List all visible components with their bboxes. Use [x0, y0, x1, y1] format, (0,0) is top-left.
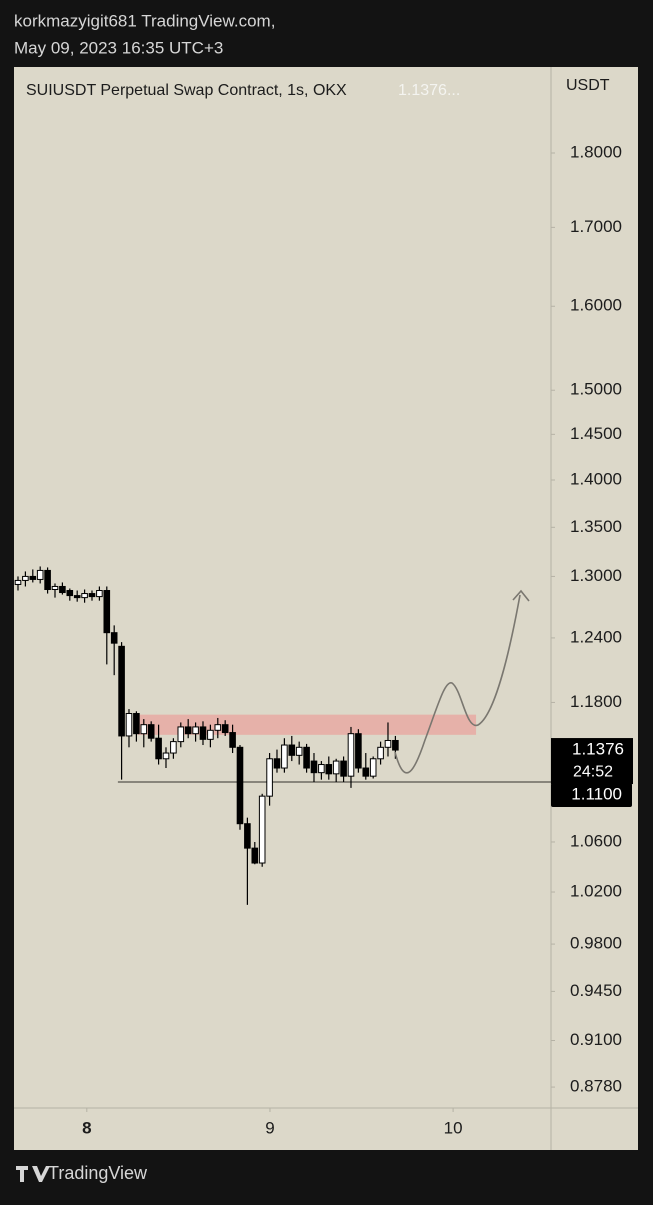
header-date: May 09, 2023 16:35 UTC+3	[14, 38, 223, 57]
candle-body	[162, 752, 170, 760]
candle-body	[110, 632, 118, 644]
candle-body	[29, 575, 37, 580]
y-tick-label: 1.7000	[570, 217, 622, 236]
brand-name: TradingView	[48, 1163, 148, 1183]
candle-body	[207, 729, 214, 740]
candle-body	[140, 724, 148, 735]
candle-body	[236, 746, 244, 825]
candle-body	[192, 726, 199, 735]
candle-body	[251, 847, 259, 864]
y-tick-label: 0.8780	[570, 1077, 622, 1096]
candle-body	[214, 724, 222, 731]
candle-body	[244, 823, 251, 849]
y-tick-label: 1.4000	[570, 469, 622, 488]
candle-body	[369, 758, 377, 777]
y-tick-label: 1.1800	[570, 692, 622, 711]
last-price-box	[551, 738, 633, 785]
candle-body	[199, 726, 207, 740]
legend-symbol: SUIUSDT Perpetual Swap Contract, 1s, OKX	[26, 82, 347, 99]
level-box	[551, 783, 632, 808]
candle-body	[273, 758, 281, 769]
candle-body	[36, 569, 44, 580]
candle-body	[103, 590, 111, 634]
candle-body	[177, 726, 185, 743]
y-tick-label: 1.4500	[570, 424, 622, 443]
y-tick-label: 1.3000	[570, 566, 622, 585]
y-tick-label: 1.8000	[570, 142, 622, 161]
last-price-label: 1.1376	[572, 740, 624, 759]
candle-body	[184, 726, 192, 735]
candle-body	[332, 760, 340, 775]
candle-body	[295, 746, 303, 756]
y-tick-label: 1.3500	[570, 517, 622, 536]
x-tick-label: 10	[444, 1118, 463, 1137]
candle-body	[355, 733, 362, 769]
candle-body	[221, 724, 229, 734]
candle-body	[22, 575, 29, 581]
candle-body	[377, 746, 384, 760]
candle-body	[340, 760, 347, 777]
candle-body	[288, 744, 296, 756]
axis-unit: USDT	[566, 77, 610, 94]
candle-body	[118, 645, 125, 737]
candle-body	[14, 579, 22, 585]
y-tick-label: 1.0200	[570, 882, 622, 901]
candle-body	[73, 595, 81, 599]
y-tick-label: 0.9450	[570, 981, 622, 1000]
candle-body	[303, 746, 310, 769]
candle-body	[81, 593, 88, 599]
drawn-arrow	[394, 594, 521, 774]
candle-body	[229, 732, 236, 748]
y-tick-label: 0.9800	[570, 934, 622, 953]
brand-logo	[16, 1166, 50, 1182]
y-tick-label: 1.0600	[570, 831, 622, 850]
x-tick-label: 9	[265, 1118, 274, 1137]
candle-body	[258, 795, 266, 864]
level-label: 1.1100	[571, 784, 622, 803]
candle-body	[325, 764, 333, 775]
legend-price: 1.1376...	[398, 82, 460, 99]
candle-body	[147, 724, 155, 739]
candle-body	[318, 764, 325, 774]
plot: 1.8000 1.7000 1.6000 1.5000 1.4500 1.4000 1.35…	[14, 142, 622, 1137]
chart-panel	[14, 67, 638, 1150]
candle-body	[125, 713, 133, 737]
candle-body	[88, 593, 96, 598]
candle-body	[51, 585, 59, 591]
candle-body	[281, 744, 288, 769]
x-tick-label: 8	[82, 1118, 91, 1137]
candle-body	[347, 733, 355, 777]
arrow-head	[512, 589, 530, 602]
candle-body	[266, 758, 273, 797]
candle-body	[155, 737, 162, 760]
candle-body	[392, 739, 399, 751]
candle-body	[66, 590, 74, 597]
candle-body	[96, 590, 103, 598]
y-tick-label: 1.6000	[570, 296, 622, 315]
candle-body	[170, 741, 177, 754]
candle-body	[362, 767, 370, 777]
candle-body	[384, 739, 392, 748]
candle-body	[310, 760, 318, 774]
y-tick-label: 1.2400	[570, 627, 622, 646]
candle-body	[44, 569, 51, 591]
countdown: 24:52	[573, 763, 613, 780]
header-user: korkmazyigit681 TradingView.com,	[14, 11, 275, 30]
y-tick-label: 0.9100	[570, 1030, 622, 1049]
candle-body	[133, 713, 140, 735]
y-tick-label: 1.5000	[570, 380, 622, 399]
candle-body	[59, 585, 66, 594]
